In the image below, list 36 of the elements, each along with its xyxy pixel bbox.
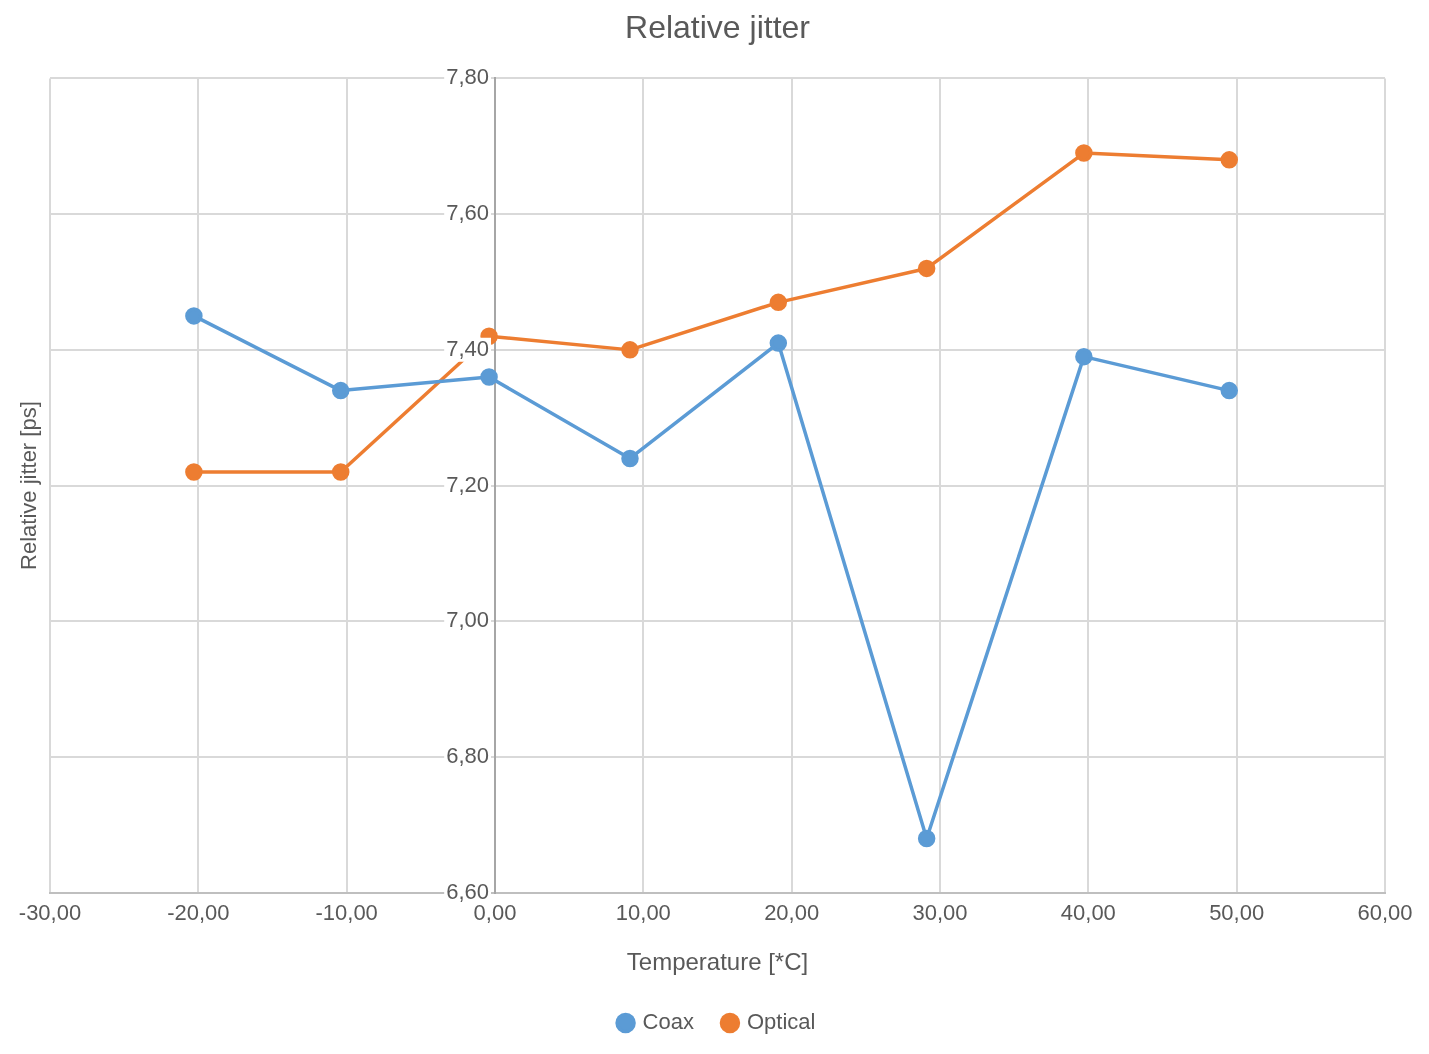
x-tick-label: 20,00 — [764, 900, 820, 926]
y-tick-label: 7,00 — [446, 607, 489, 633]
point — [621, 449, 639, 468]
y-tick-label: 6,80 — [446, 743, 489, 769]
x-axis-title: Temperature [*C] — [626, 948, 809, 976]
x-tick-label: 50,00 — [1209, 900, 1265, 926]
point — [769, 293, 788, 312]
point — [1075, 347, 1093, 366]
point — [1220, 151, 1238, 169]
x-tick-label: -30,00 — [18, 900, 82, 926]
y-tick-label: 7,60 — [446, 200, 489, 226]
x-tick-label: -10,00 — [315, 900, 378, 926]
legend-label: Optical — [746, 1009, 816, 1035]
y-tick-label: 6,60 — [446, 878, 489, 904]
point — [769, 334, 788, 352]
point — [1075, 144, 1093, 162]
y-tick-label: 7,40 — [446, 335, 489, 361]
point — [1220, 381, 1238, 400]
y-axis-title: Relative jitter [ps] — [16, 401, 42, 570]
x-tick-label: -20,00 — [167, 900, 230, 926]
x-tick-label: 10,00 — [615, 900, 671, 926]
point — [185, 307, 203, 325]
point — [917, 829, 936, 848]
point — [331, 463, 350, 481]
x-tick-label: 60,00 — [1357, 900, 1413, 926]
point — [331, 381, 350, 400]
chart-title: Relative jitter — [625, 9, 811, 46]
y-tick-label: 7,20 — [446, 471, 489, 497]
x-tick-label: 40,00 — [1060, 900, 1116, 926]
point — [621, 341, 639, 359]
point — [185, 463, 203, 481]
y-tick-label: 7,80 — [446, 64, 489, 90]
legend-label: Coax — [642, 1009, 694, 1035]
x-tick-label: 30,00 — [912, 900, 968, 926]
point — [480, 368, 498, 386]
point — [917, 259, 936, 278]
